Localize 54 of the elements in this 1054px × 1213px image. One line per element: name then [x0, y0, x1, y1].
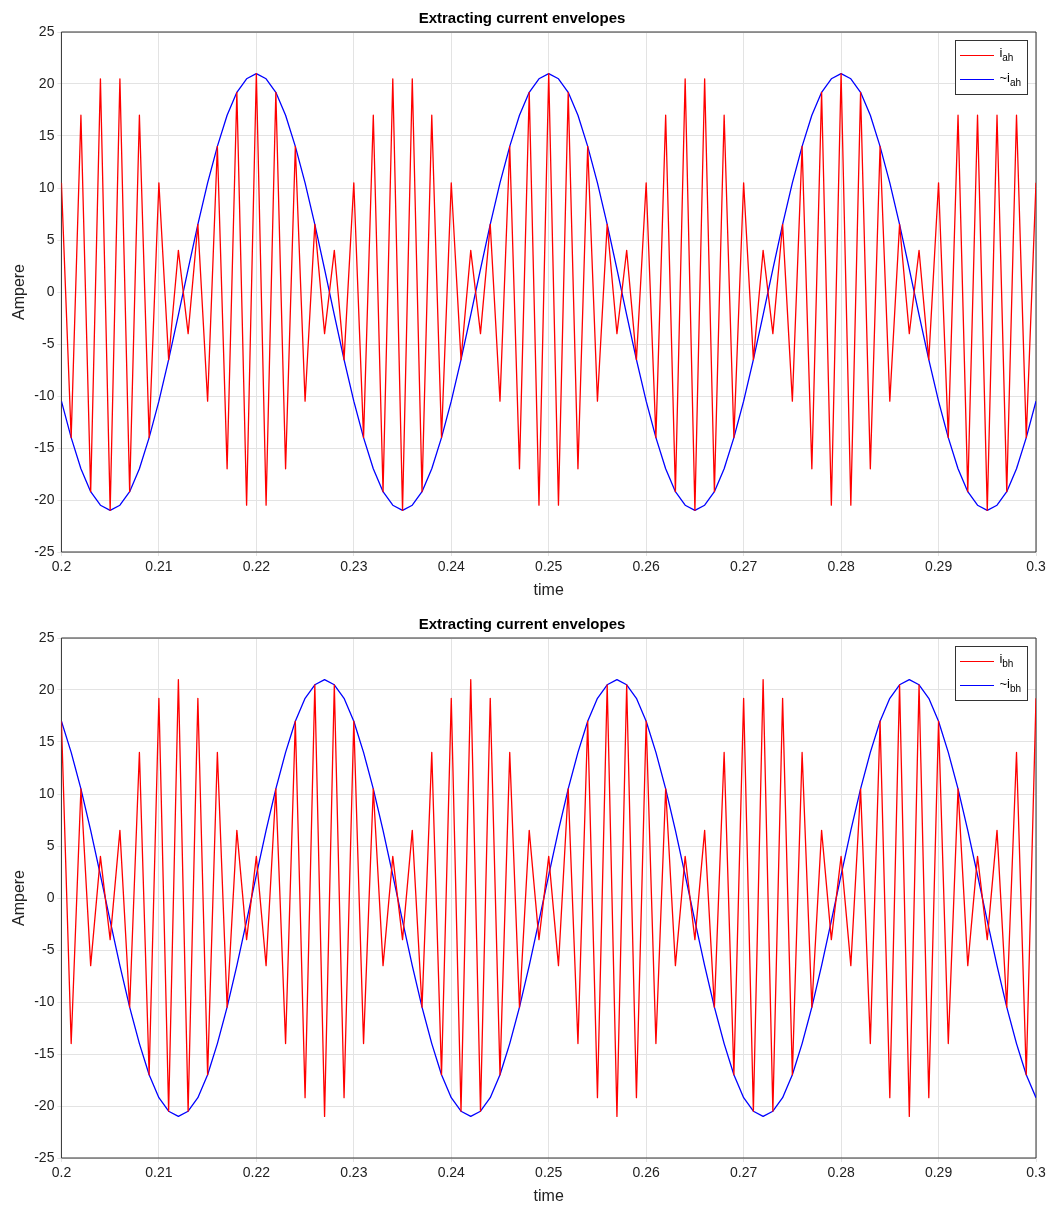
y-tick-label: 25: [38, 628, 55, 645]
x-tick-label: 0.2: [51, 558, 72, 575]
legend-label: ~i$_{ah}$: [999, 68, 1021, 90]
x-axis-title: time: [533, 580, 564, 598]
x-tick-label: 0.29: [924, 1164, 953, 1181]
y-tick-label: -25: [34, 542, 55, 559]
y-tick-label: 10: [38, 784, 55, 801]
x-tick-label: 0.21: [145, 1164, 173, 1181]
x-tick-label: 0.28: [827, 558, 855, 575]
y-tick-label: -5: [41, 940, 55, 957]
x-axis-title: time: [533, 1186, 564, 1204]
y-tick-label: 20: [38, 74, 55, 91]
x-tick-label: 0.22: [242, 558, 271, 575]
x-tick-label: 0.3: [1026, 1164, 1046, 1181]
x-tick-label: 0.26: [632, 558, 661, 575]
y-tick-label: -15: [34, 1044, 55, 1061]
x-tick-label: 0.27: [730, 1164, 758, 1181]
y-tick-label: 15: [38, 732, 55, 749]
x-tick-label: 0.2: [51, 1164, 72, 1181]
y-tick-label: 5: [46, 836, 55, 853]
legend-label: i$_{ah}$: [999, 44, 1014, 65]
y-axis-title: Ampere: [10, 263, 28, 321]
x-tick-label: 0.3: [1026, 558, 1046, 575]
y-axis-title: Ampere: [10, 869, 28, 927]
x-tick-label: 0.28: [827, 1164, 855, 1181]
y-tick-label: -20: [34, 490, 55, 507]
x-tick-label: 0.25: [535, 1164, 563, 1181]
x-tick-label: 0.27: [730, 558, 758, 575]
y-tick-label: 10: [38, 178, 55, 195]
y-tick-label: 15: [38, 126, 55, 143]
x-tick-label: 0.25: [535, 558, 563, 575]
x-tick-label: 0.24: [437, 1164, 466, 1181]
y-tick-label: -15: [34, 438, 55, 455]
y-tick-label: -10: [34, 992, 55, 1009]
y-tick-label: -10: [34, 386, 55, 403]
chart-title: Extracting current envelopes: [418, 9, 626, 27]
legend-label: i$_{bh}$: [999, 650, 1014, 671]
x-tick-label: 0.29: [924, 558, 953, 575]
legend-label: ~i$_{bh}$: [999, 674, 1021, 696]
y-tick-label: -5: [41, 334, 55, 351]
y-tick-label: -25: [34, 1148, 55, 1165]
x-tick-label: 0.22: [242, 1164, 271, 1181]
x-tick-label: 0.26: [632, 1164, 661, 1181]
y-tick-label: 5: [46, 230, 55, 247]
y-tick-label: -20: [34, 1096, 55, 1113]
x-tick-label: 0.24: [437, 558, 466, 575]
x-tick-label: 0.23: [340, 558, 368, 575]
chart-title: Extracting current envelopes: [418, 615, 626, 633]
x-tick-label: 0.21: [145, 558, 173, 575]
y-tick-label: 25: [38, 22, 55, 39]
y-tick-label: 0: [46, 888, 55, 905]
y-tick-label: 0: [46, 282, 55, 299]
x-tick-label: 0.23: [340, 1164, 368, 1181]
y-tick-label: 20: [38, 680, 55, 697]
